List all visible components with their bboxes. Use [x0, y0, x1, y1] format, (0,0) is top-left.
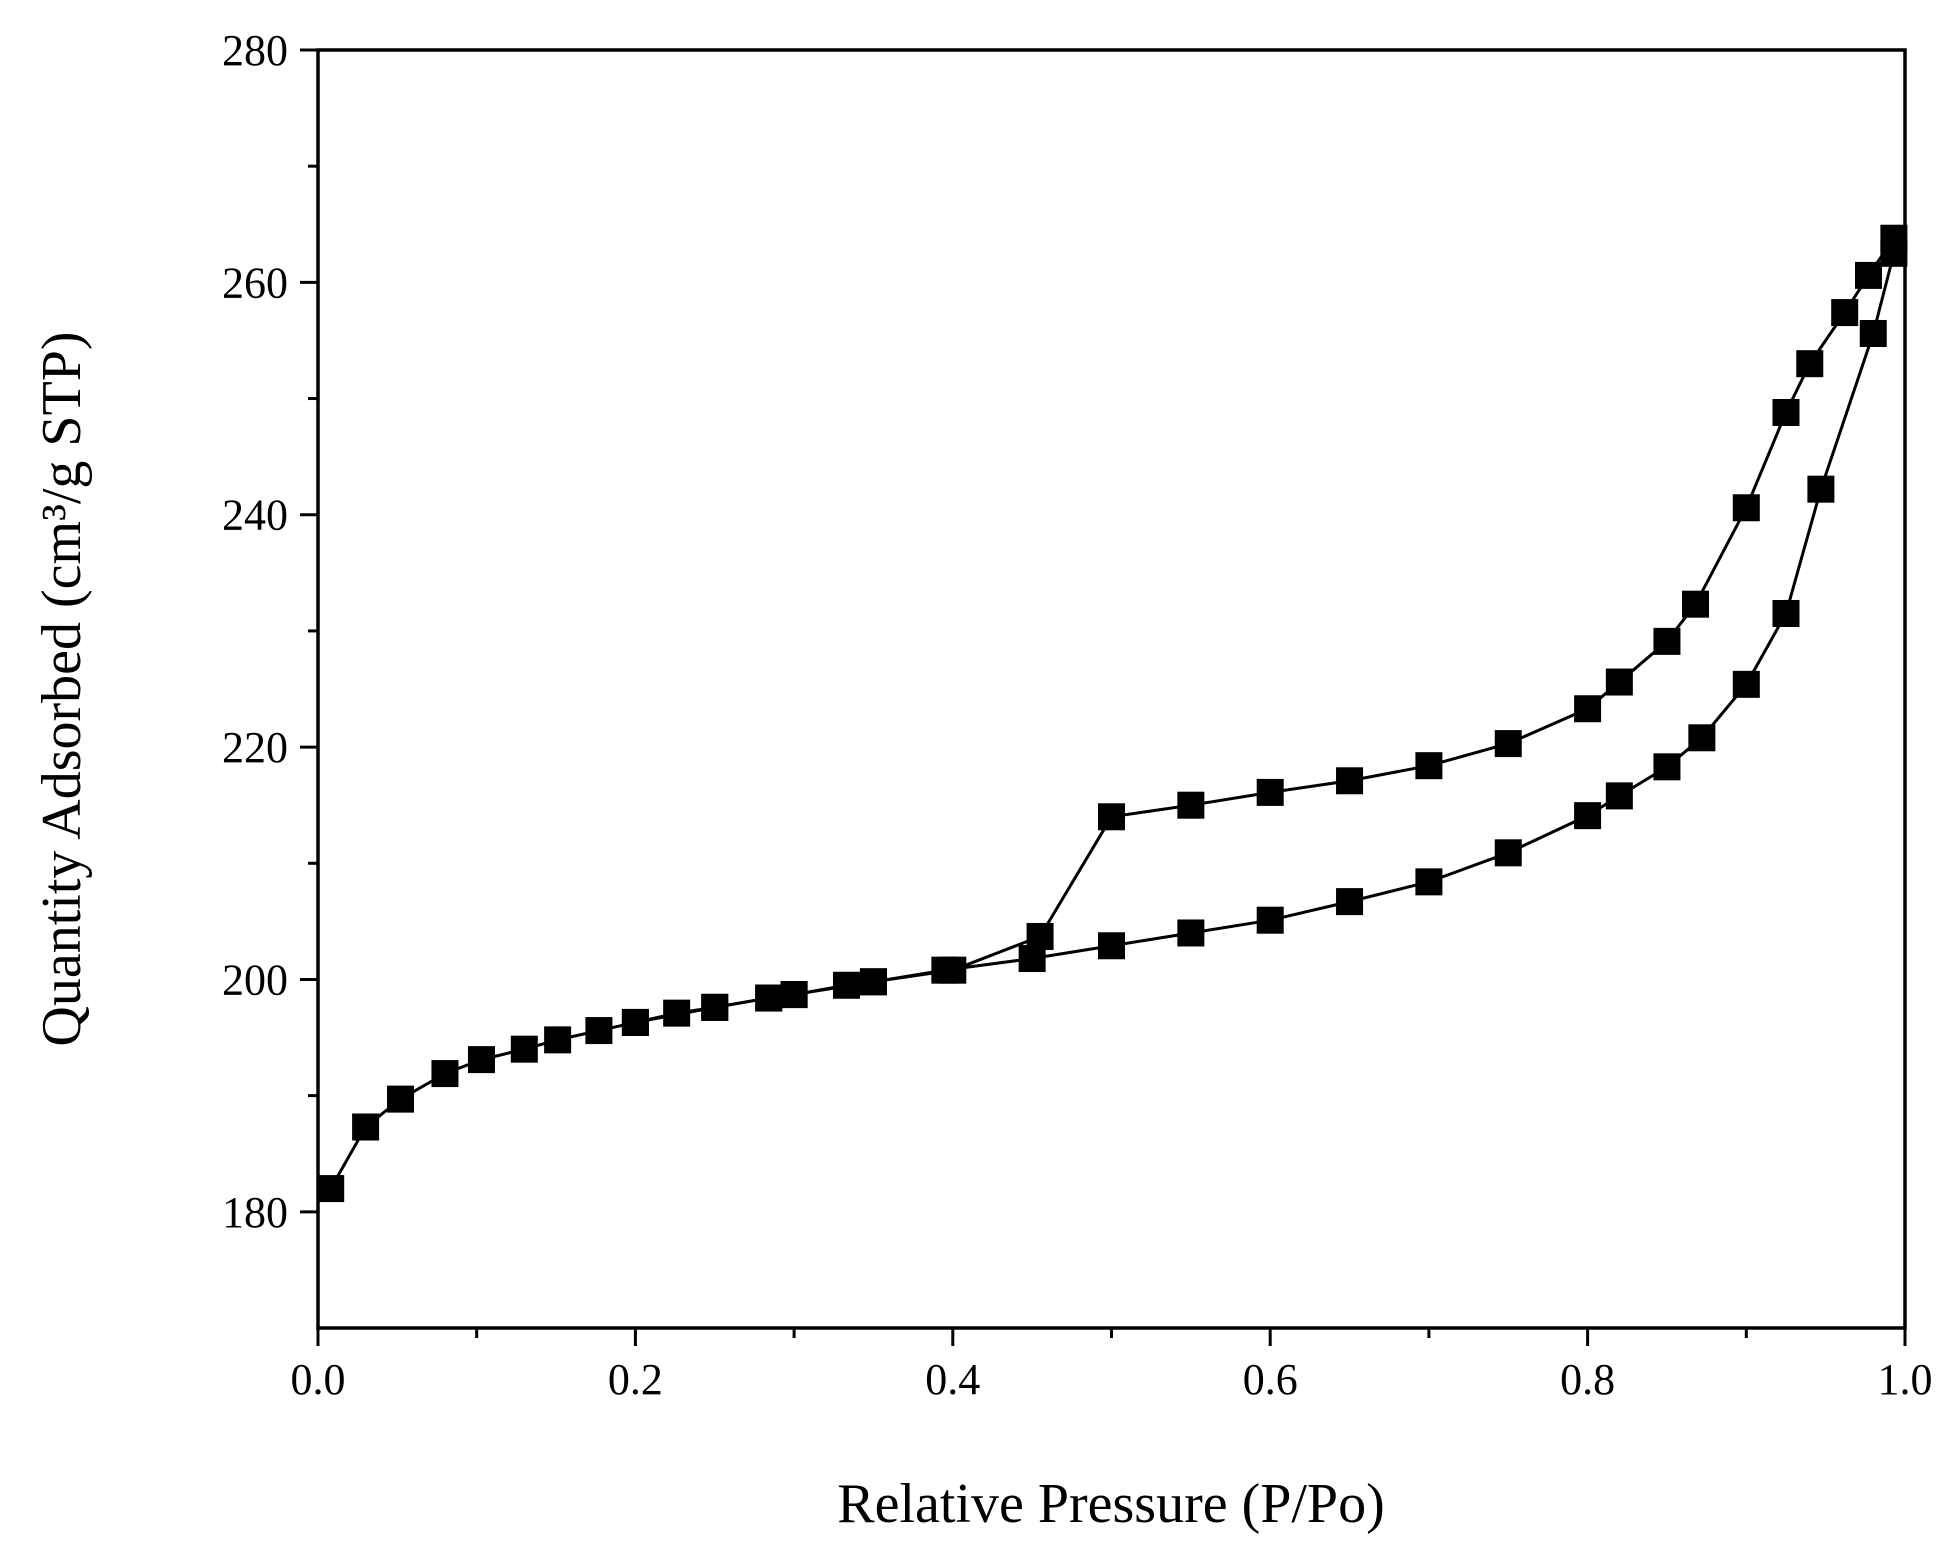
y-tick-label: 180	[222, 1188, 288, 1237]
data-point	[1256, 778, 1284, 806]
plot-frame	[316, 48, 1907, 1330]
data-point	[621, 1008, 649, 1036]
y-axis-ticks: 180 200 220 240 260 280	[222, 26, 318, 1237]
data-point	[1807, 475, 1835, 503]
data-point	[431, 1060, 459, 1088]
data-point	[1605, 668, 1633, 696]
x-axis-ticks: 0.0 0.2 0.4 0.6 0.8 1.0	[291, 1328, 1933, 1404]
data-point	[1026, 922, 1054, 950]
data-point	[1415, 752, 1443, 780]
y-tick-label: 280	[222, 26, 288, 75]
data-point	[1688, 724, 1716, 752]
data-point	[939, 956, 967, 984]
y-tick-label: 200	[222, 955, 288, 1004]
data-point	[755, 984, 783, 1012]
data-point	[1854, 261, 1882, 289]
data-point	[1859, 319, 1887, 347]
data-point	[585, 1017, 613, 1045]
y-tick-label: 260	[222, 258, 288, 307]
data-point	[467, 1046, 495, 1074]
series-line-2	[635, 237, 1896, 1024]
y-axis-title: Quantity Adsorbed (cm³/g STP)	[31, 331, 93, 1046]
data-point	[1177, 791, 1205, 819]
data-point	[832, 971, 860, 999]
data-point	[1605, 782, 1633, 810]
data-point	[352, 1113, 380, 1141]
data-point	[544, 1026, 572, 1054]
data-point	[1732, 670, 1760, 698]
x-axis-title: Relative Pressure (P/Po)	[837, 1473, 1384, 1535]
x-tick-label: 0.0	[291, 1355, 346, 1404]
data-point	[317, 1175, 345, 1203]
data-point	[1653, 753, 1681, 781]
data-point	[1682, 590, 1710, 618]
data-point	[1336, 888, 1364, 916]
data-point	[1653, 627, 1681, 655]
data-point	[1336, 767, 1364, 795]
data-point	[1732, 494, 1760, 522]
series-layer	[317, 224, 1908, 1203]
x-tick-label: 0.6	[1243, 1355, 1298, 1404]
data-point	[1098, 932, 1125, 960]
data-point	[387, 1085, 415, 1113]
y-tick-label: 240	[222, 491, 288, 540]
data-point	[1772, 599, 1800, 627]
data-point	[1772, 398, 1800, 426]
data-point	[1098, 803, 1125, 831]
data-point	[1796, 350, 1824, 378]
data-point	[1494, 730, 1522, 758]
data-point	[1494, 839, 1522, 867]
data-point	[1256, 906, 1284, 934]
data-point	[1831, 299, 1859, 327]
data-point	[510, 1035, 538, 1063]
x-tick-label: 0.2	[608, 1355, 663, 1404]
x-tick-label: 0.8	[1560, 1355, 1615, 1404]
data-point	[663, 999, 691, 1027]
y-tick-label: 220	[222, 723, 288, 772]
data-point	[1574, 695, 1602, 723]
data-point	[859, 968, 887, 996]
data-point	[1880, 224, 1908, 252]
data-point	[701, 993, 729, 1021]
x-tick-label: 1.0	[1878, 1355, 1933, 1404]
data-point	[1177, 919, 1205, 947]
data-point	[1415, 868, 1443, 896]
data-point	[780, 981, 808, 1009]
x-tick-label: 0.4	[925, 1355, 980, 1404]
data-point	[1574, 802, 1602, 830]
